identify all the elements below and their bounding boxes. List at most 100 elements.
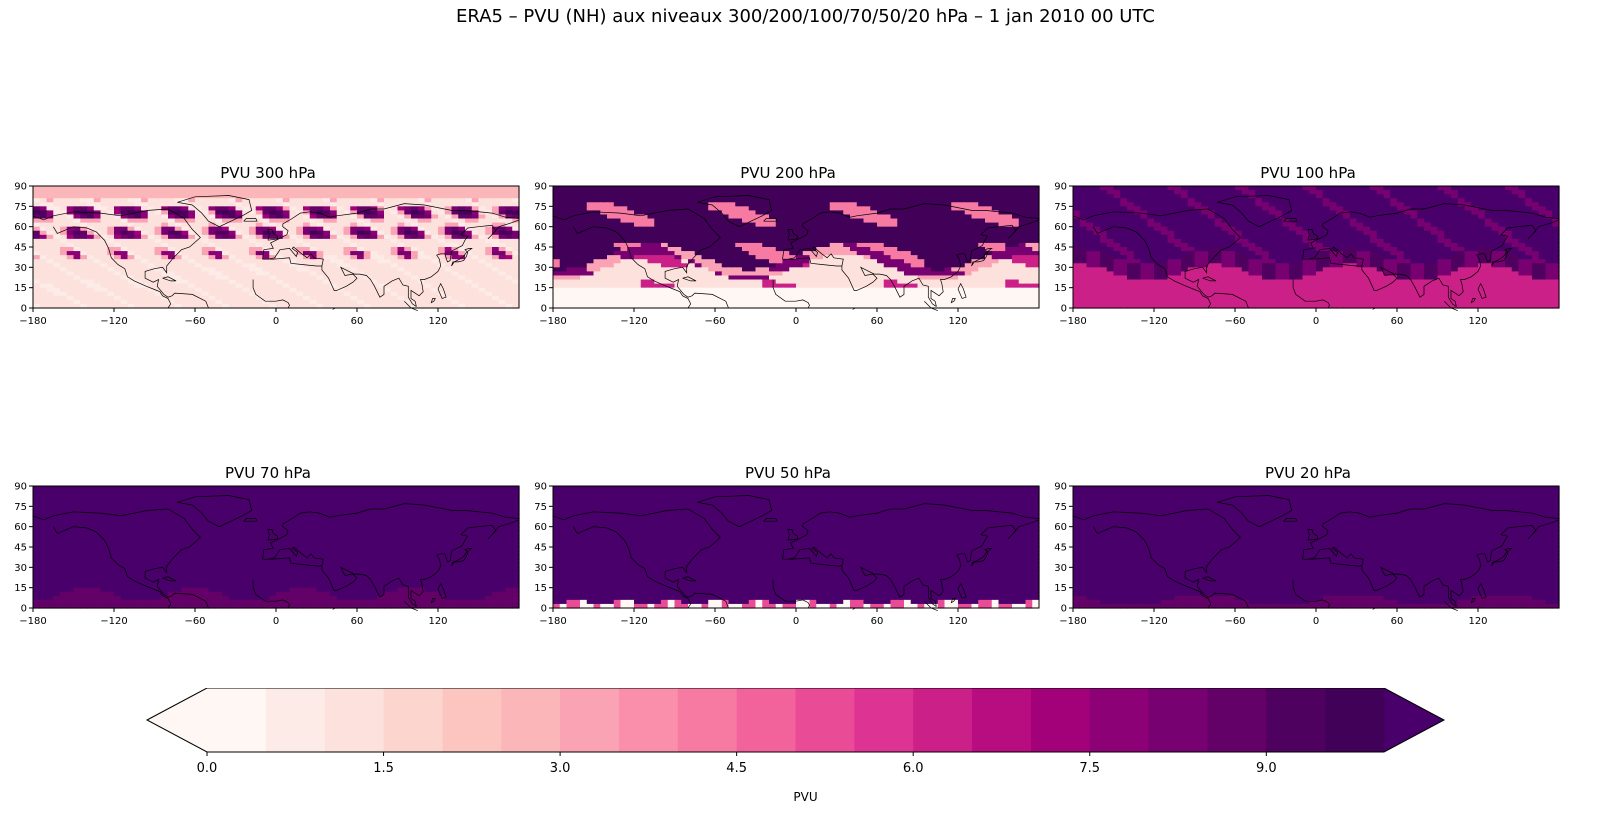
field-cell <box>282 214 291 220</box>
field-cell <box>134 251 142 256</box>
field-cell <box>147 214 156 220</box>
field-cell <box>424 267 432 272</box>
field-cell <box>161 210 169 216</box>
field-cell <box>998 238 1006 244</box>
field-cell <box>708 271 716 277</box>
field-cell <box>613 267 622 272</box>
field-cell <box>100 255 108 260</box>
field-cell <box>634 263 642 268</box>
field-cell <box>971 283 979 289</box>
field-cell <box>147 247 156 252</box>
field-cell <box>715 186 723 191</box>
field-cell <box>694 186 703 191</box>
field-cell <box>1262 202 1270 207</box>
field-cell <box>620 198 628 203</box>
field-cell <box>242 263 250 268</box>
field-cell <box>1424 202 1432 207</box>
field-cell <box>553 186 561 191</box>
field-cell <box>303 194 311 199</box>
field-cell <box>107 218 115 224</box>
field-cell <box>708 190 716 195</box>
field-cell <box>1012 247 1020 252</box>
field-cell <box>809 255 817 260</box>
field-cell <box>154 202 162 207</box>
field-cell <box>330 218 338 224</box>
field-cell <box>458 271 466 277</box>
field-cell <box>120 255 129 260</box>
field-cell <box>607 271 615 277</box>
field-cell <box>674 194 682 199</box>
field-cell <box>141 194 149 199</box>
field-cell <box>215 251 223 256</box>
field-cell <box>735 202 743 207</box>
field-cell <box>262 299 270 305</box>
field-cell <box>397 259 405 264</box>
field-cell <box>255 299 264 305</box>
field-cell <box>424 295 432 301</box>
field-cell <box>593 194 601 199</box>
field-cell <box>1133 194 1142 199</box>
field-cell <box>451 283 459 289</box>
field-cell <box>863 279 871 285</box>
field-cell <box>910 230 919 236</box>
field-cell <box>978 198 986 203</box>
field-cell <box>924 226 932 232</box>
field-cell <box>701 186 709 191</box>
field-cell <box>688 222 696 228</box>
field-cell <box>66 267 75 272</box>
field-cell <box>742 287 750 293</box>
field-cell <box>505 234 513 240</box>
field-cell <box>195 303 203 309</box>
field-cell <box>330 295 338 301</box>
field-cell <box>566 226 574 232</box>
field-cell <box>282 186 291 191</box>
field-cell <box>377 283 385 289</box>
field-cell <box>721 238 730 244</box>
field-cell <box>586 299 595 305</box>
field-cell <box>634 291 642 297</box>
field-cell <box>958 234 966 240</box>
field-cell <box>1316 206 1324 211</box>
field-cell <box>147 218 156 224</box>
field-cell <box>1349 206 1358 211</box>
field-cell <box>762 279 770 285</box>
field-cell <box>1025 295 1033 301</box>
field-cell <box>870 283 878 289</box>
field-cell <box>33 218 41 224</box>
field-cell <box>1012 295 1020 301</box>
field-cell <box>404 255 412 260</box>
field-cell <box>850 279 858 285</box>
field-cell <box>978 291 986 297</box>
field-cell <box>802 230 811 236</box>
field-cell <box>235 299 243 305</box>
field-cell <box>883 242 892 248</box>
field-cell <box>627 295 635 301</box>
field-cell <box>978 299 986 305</box>
field-cell <box>390 222 399 228</box>
field-cell <box>222 271 230 277</box>
field-cell <box>701 242 709 248</box>
field-cell <box>1464 186 1472 191</box>
field-cell <box>1538 206 1547 211</box>
field-cell <box>66 226 75 232</box>
field-cell <box>661 190 669 195</box>
field-cell <box>451 242 459 248</box>
field-cell <box>478 283 486 289</box>
field-cell <box>917 303 925 309</box>
field-cell <box>1012 283 1020 289</box>
field-cell <box>465 242 473 248</box>
field-cell <box>964 251 973 256</box>
field-cell <box>46 271 54 277</box>
field-cell <box>242 222 250 228</box>
field-cell <box>255 291 264 297</box>
field-cell <box>1160 186 1169 191</box>
field-cell <box>390 214 399 220</box>
field-cell <box>512 206 520 211</box>
field-cell <box>613 226 622 232</box>
field-cell <box>201 283 210 289</box>
field-cell <box>748 299 757 305</box>
field-cell <box>512 214 520 220</box>
field-cell <box>580 279 588 285</box>
field-cell <box>870 259 878 264</box>
field-cell <box>66 190 75 195</box>
